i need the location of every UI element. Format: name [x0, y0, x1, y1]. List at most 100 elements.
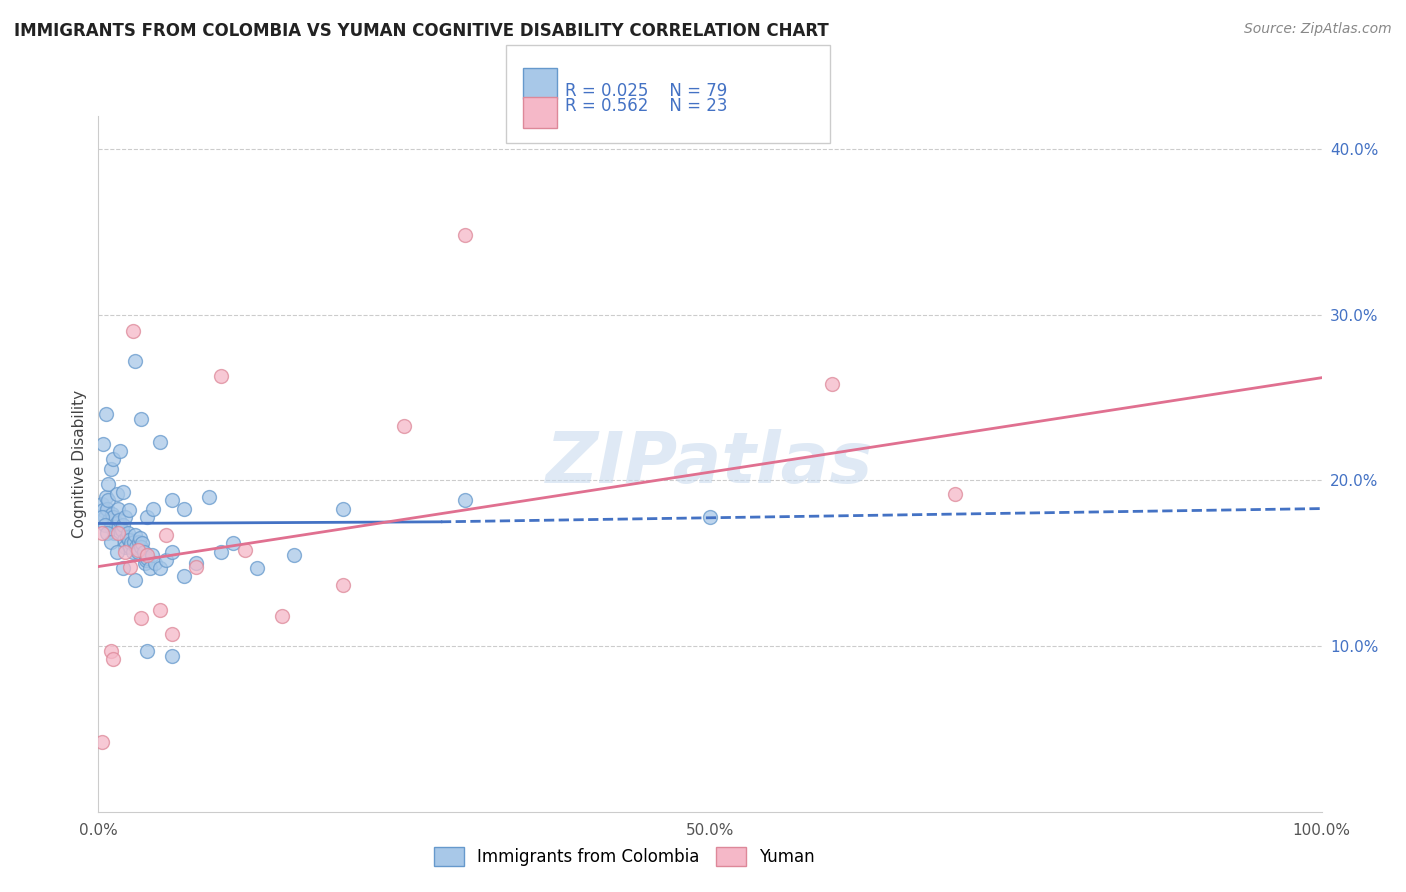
Point: [454, 228, 477, 243]
Point: [149, 602, 172, 616]
Point: [105, 544, 128, 558]
Point: [111, 561, 134, 575]
Point: [96, 501, 118, 516]
Point: [186, 556, 208, 570]
Point: [120, 540, 142, 554]
Text: R = 0.562    N = 23: R = 0.562 N = 23: [565, 97, 728, 115]
Point: [173, 569, 195, 583]
Point: [233, 543, 256, 558]
Text: IMMIGRANTS FROM COLOMBIA VS YUMAN COGNITIVE DISABILITY CORRELATION CHART: IMMIGRANTS FROM COLOMBIA VS YUMAN COGNIT…: [14, 22, 828, 40]
Point: [121, 544, 143, 558]
Point: [101, 509, 124, 524]
Point: [454, 493, 477, 508]
Point: [160, 648, 183, 663]
Point: [143, 556, 166, 570]
Point: [149, 435, 172, 450]
Point: [149, 561, 172, 575]
Point: [122, 534, 145, 549]
Point: [136, 548, 159, 562]
Point: [101, 652, 124, 666]
Point: [246, 561, 269, 575]
Point: [127, 543, 149, 558]
Point: [129, 540, 152, 554]
Point: [155, 553, 177, 567]
Point: [155, 528, 177, 542]
Point: [105, 486, 128, 500]
Point: [94, 407, 117, 421]
Point: [120, 536, 142, 550]
Point: [134, 556, 156, 570]
Point: [108, 513, 131, 527]
Text: R = 0.025    N = 79: R = 0.025 N = 79: [565, 82, 727, 100]
Point: [120, 559, 142, 574]
Point: [91, 735, 114, 749]
Point: [270, 609, 294, 624]
Point: [186, 559, 208, 574]
Point: [124, 528, 146, 542]
Point: [124, 573, 146, 587]
Point: [112, 533, 135, 547]
Point: [105, 516, 128, 531]
Point: [121, 324, 143, 338]
Point: [125, 540, 148, 554]
Point: [97, 476, 120, 491]
Point: [97, 493, 120, 508]
Text: ZIPatlas: ZIPatlas: [547, 429, 873, 499]
Point: [392, 418, 416, 433]
Point: [332, 578, 354, 592]
Point: [197, 490, 219, 504]
Point: [141, 548, 163, 562]
Point: [160, 493, 183, 508]
Point: [101, 451, 124, 466]
Point: [142, 501, 165, 516]
Point: [103, 526, 125, 541]
Point: [91, 526, 114, 541]
Point: [129, 611, 152, 625]
Point: [160, 544, 183, 558]
Point: [136, 644, 159, 658]
Point: [129, 532, 152, 546]
Point: [117, 526, 139, 541]
Point: [96, 526, 118, 541]
Point: [114, 540, 136, 554]
Point: [98, 513, 121, 527]
Point: [283, 548, 305, 562]
Text: Source: ZipAtlas.com: Source: ZipAtlas.com: [1244, 22, 1392, 37]
Point: [124, 354, 146, 368]
Point: [107, 526, 129, 541]
Point: [222, 536, 245, 550]
Point: [128, 534, 150, 549]
Point: [127, 544, 149, 558]
Point: [101, 507, 124, 521]
Point: [173, 501, 195, 516]
Point: [100, 520, 122, 534]
Point: [129, 412, 152, 426]
Point: [139, 561, 162, 575]
Point: [110, 526, 132, 541]
Point: [93, 518, 115, 533]
Point: [91, 503, 114, 517]
Y-axis label: Cognitive Disability: Cognitive Disability: [72, 390, 87, 538]
Point: [160, 627, 183, 641]
Point: [135, 553, 157, 567]
Point: [209, 369, 232, 384]
Legend: Immigrants from Colombia, Yuman: Immigrants from Colombia, Yuman: [427, 840, 821, 873]
Point: [131, 536, 153, 550]
Point: [111, 523, 134, 537]
Point: [136, 551, 159, 566]
Point: [111, 485, 134, 500]
Point: [118, 533, 141, 547]
Point: [111, 518, 134, 533]
Point: [136, 509, 159, 524]
Point: [118, 503, 141, 517]
Point: [114, 509, 136, 524]
Point: [100, 644, 122, 658]
Point: [943, 486, 966, 500]
Point: [332, 501, 354, 516]
Point: [94, 490, 117, 504]
Point: [100, 534, 122, 549]
Point: [93, 509, 115, 524]
Point: [209, 544, 232, 558]
Point: [91, 509, 114, 524]
Point: [110, 443, 132, 458]
